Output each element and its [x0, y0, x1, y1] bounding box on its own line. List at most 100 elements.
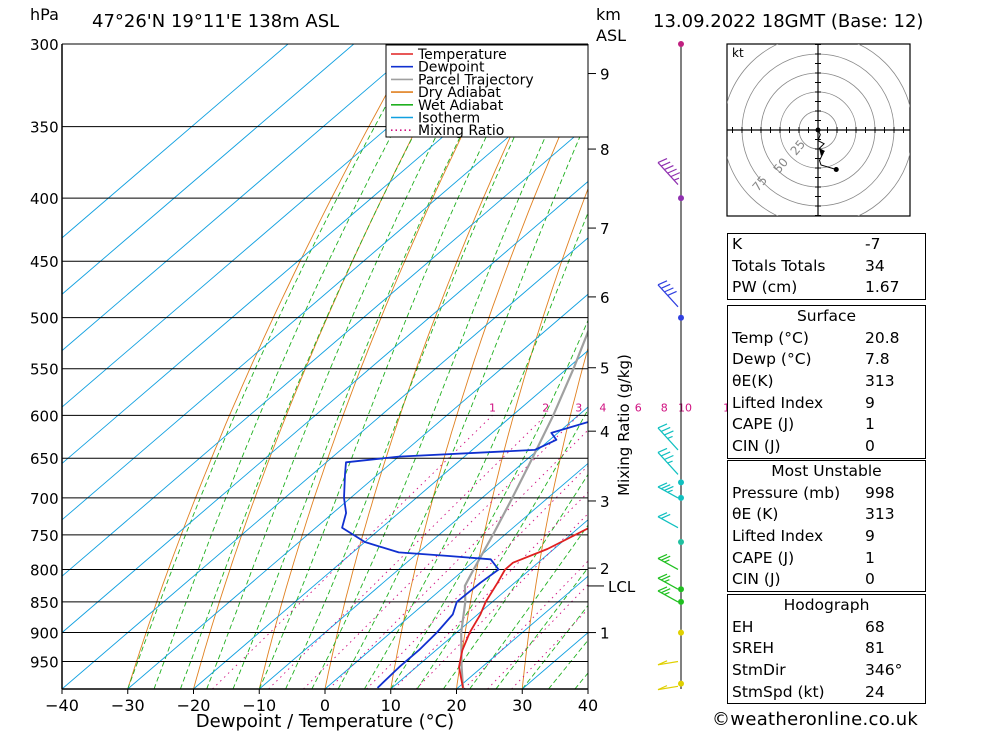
isotherm-line	[390, 519, 588, 689]
pressure-tick-label: 600	[30, 407, 59, 425]
hodograph-start	[815, 127, 821, 133]
most-unstable-index-row: CIN (J) 0	[728, 569, 925, 591]
dry-adiabat-line	[324, 44, 555, 689]
surface-index-row: Temp (°C) 20.8	[728, 328, 925, 350]
surface-index-row: Dewp (°C) 7.8	[728, 349, 925, 371]
copyright-footer[interactable]: ©weatheronline.co.uk	[712, 709, 919, 730]
wet-adiabat-line	[179, 44, 462, 689]
most-unstable-index-value: 0	[865, 570, 875, 589]
wet-adiabat-line	[416, 408, 588, 689]
most-unstable-index-label: CAPE (J)	[732, 548, 795, 567]
wind-barb	[657, 512, 679, 529]
isotherm-line	[62, 44, 552, 465]
pressure-tick-label: 900	[30, 625, 59, 643]
general-index-value: 1.67	[865, 278, 900, 297]
hodograph-end	[833, 167, 839, 173]
surface-index-label: Lifted Index	[732, 393, 824, 412]
isotherm-line	[62, 44, 420, 352]
general-index-row: Totals Totals 34	[728, 256, 925, 278]
hodograph-index-value: 81	[865, 639, 885, 658]
km-unit-label: km	[596, 5, 621, 24]
mixing-ratio-label: 3	[575, 401, 582, 414]
surface-index-label: θE(K)	[732, 372, 774, 391]
mixing-ratio-axis-title: Mixing Ratio (g/kg)	[615, 354, 633, 496]
wind-level-dot	[678, 680, 684, 687]
wind-level-dot	[678, 586, 684, 593]
isotherm-line	[62, 44, 486, 408]
legend-label: Dry Adiabat	[418, 85, 501, 101]
x-tick-label: 20	[446, 696, 466, 715]
wind-level-dot	[678, 494, 684, 501]
hodograph-table: Hodograph EH 68 SREH 81 StmDir 346° StmSpd (kt…	[727, 594, 926, 705]
hodograph-index-value: 68	[865, 617, 885, 636]
legend-label: Parcel Trajectory	[418, 72, 534, 88]
surface-title: Surface	[796, 307, 857, 325]
profile-series	[341, 328, 588, 689]
wind-barb	[657, 482, 679, 499]
surface-index-label: Temp (°C)	[732, 328, 809, 347]
legend-label: Mixing Ratio	[418, 123, 504, 139]
hodograph-index-label: SREH	[732, 639, 775, 658]
km-tick-label: 9	[600, 66, 610, 84]
km-tick-label: 5	[600, 360, 610, 378]
wet-adiabat-line	[337, 116, 588, 689]
mixing-ratio-label: 4	[599, 401, 606, 414]
wind-level-dot	[678, 479, 684, 486]
wet-adiabat-line	[153, 44, 441, 689]
wind-barb	[657, 573, 679, 590]
surface-index-row: θE(K) 313	[728, 371, 925, 393]
isotherm-line	[62, 124, 588, 577]
km-tick-label: 1	[600, 625, 610, 643]
hodograph-index-row: StmDir 346°	[728, 660, 925, 682]
location-title: 47°26'N 19°11'E 138m ASL	[92, 11, 339, 32]
hodograph-title: Hodograph	[783, 596, 870, 614]
wind-barb	[657, 280, 679, 308]
wet-adiabat-line	[311, 44, 588, 689]
surface-index-label: CAPE (J)	[732, 415, 795, 434]
most-unstable-index-row: θE (K) 313	[728, 504, 925, 526]
wet-adiabat-line	[469, 524, 588, 689]
legend-label: Dewpoint	[418, 60, 485, 76]
pressure-tick-label: 550	[30, 361, 59, 379]
wind-level-dot	[678, 41, 684, 47]
surface-index-value: 7.8	[865, 350, 890, 369]
wind-barb	[657, 158, 681, 185]
pressure-tick-label: 400	[30, 190, 59, 208]
surface-index-row: CAPE (J) 1	[728, 414, 925, 436]
surface-index-value: 313	[865, 372, 895, 391]
dry-adiabat-line	[193, 44, 462, 689]
surface-index-row: CIN (J) 0	[728, 436, 925, 458]
most-unstable-title: Most Unstable	[771, 462, 882, 480]
wet-adiabat-line	[127, 44, 421, 689]
x-axis-title: Dewpoint / Temperature (°C)	[196, 711, 454, 732]
wet-adiabat-line	[495, 566, 588, 689]
surface-index-label: CIN (J)	[732, 437, 781, 456]
most-unstable-index-value: 9	[865, 527, 875, 546]
hodograph-index-value: 346°	[865, 661, 903, 680]
axes: −40 −30 −20 −10 0 10 20 30 40 1 2 3 4 5 6 7 8 9 LCL	[45, 44, 636, 715]
wet-adiabat-line	[443, 473, 588, 689]
wind-barb	[657, 685, 679, 691]
general-index-value: -7	[865, 235, 881, 253]
pressure-tick-label: 750	[30, 527, 59, 545]
x-tick-label: −30	[111, 696, 145, 715]
wind-barb	[657, 660, 679, 666]
x-tick-label: −40	[45, 696, 79, 715]
x-tick-label: 40	[578, 696, 598, 715]
temperature-line	[458, 527, 588, 689]
surface-index-label: Dewp (°C)	[732, 350, 812, 369]
wind-barb	[657, 423, 679, 451]
most-unstable-index-label: θE (K)	[732, 505, 779, 524]
most-unstable-table: Most Unstable Pressure (mb) 998 θE (K) 313 L…	[727, 460, 926, 593]
hodograph-index-value: 24	[865, 682, 885, 701]
storm-motion-marker	[819, 148, 825, 156]
isotherm-line	[62, 237, 588, 689]
pressure-tick-label: 450	[30, 253, 59, 271]
isotherm-line	[62, 68, 588, 521]
mixing-ratio-line	[268, 414, 547, 689]
isotherm-line	[324, 462, 588, 689]
general-index-label: K	[732, 235, 743, 253]
general-index-label: PW (cm)	[732, 278, 798, 297]
dry-adiabat-line	[967, 44, 1000, 689]
